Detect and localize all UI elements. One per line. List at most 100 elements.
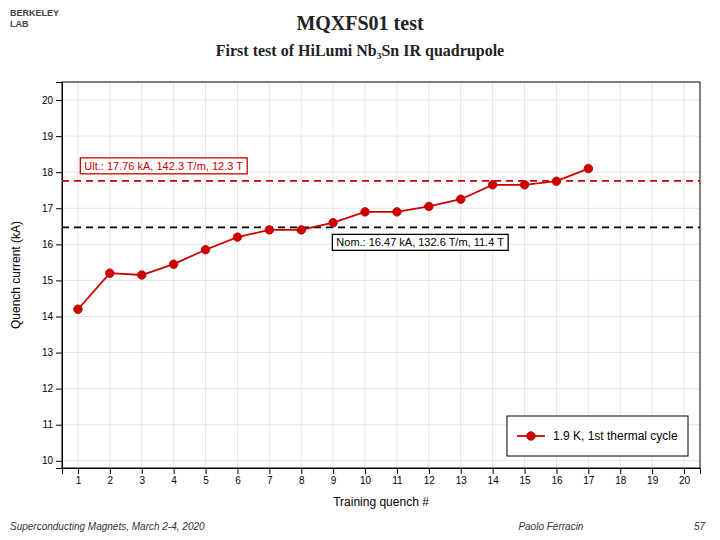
x-tick-label: 1 — [76, 475, 82, 486]
y-tick: 12 — [42, 383, 62, 394]
x-tick: 15 — [519, 468, 531, 486]
x-tick: 16 — [551, 468, 563, 486]
x-tick: 2 — [108, 468, 114, 486]
data-point — [425, 202, 433, 210]
y-tick: 20 — [42, 95, 62, 106]
grid-line-x — [205, 82, 206, 468]
grid-line-x — [524, 82, 525, 468]
data-point — [106, 269, 114, 277]
x-tick-mark — [110, 468, 111, 474]
data-point — [297, 226, 305, 234]
x-tick-label: 13 — [456, 475, 468, 486]
annotation: LAB — [10, 19, 29, 29]
legend: 1.9 K, 1st thermal cycle — [507, 416, 688, 456]
x-tick-mark — [301, 468, 302, 474]
data-point — [329, 218, 337, 226]
data-point — [552, 177, 560, 185]
grid-line-y — [62, 136, 700, 137]
x-tick: 17 — [583, 468, 595, 486]
x-tick-mark — [333, 468, 334, 474]
annotation: 57 — [694, 521, 706, 532]
x-tick-mark — [429, 468, 430, 474]
x-tick: 6 — [235, 468, 241, 486]
grid-line-x — [620, 82, 621, 468]
y-tick: 19 — [42, 131, 62, 142]
legend-item: 1.9 K, 1st thermal cycle — [517, 429, 678, 443]
y-tick: 11 — [43, 419, 62, 430]
y-tick: 10 — [42, 455, 62, 466]
data-point — [233, 233, 241, 241]
grid-line-x — [77, 82, 78, 468]
grid-line-x — [301, 82, 302, 468]
x-tick: 8 — [299, 468, 305, 486]
grid-line-x — [237, 82, 238, 468]
grid-line-x — [588, 82, 589, 468]
reference-label-text: Nom.: 16.47 kA, 132.6 T/m, 11.4 T — [336, 236, 504, 248]
x-tick: 4 — [171, 468, 177, 486]
grid-line-y — [62, 352, 700, 353]
chart: MQXFS01 testFirst test of HiLumi Nb₃Sn I… — [0, 0, 720, 540]
y-tick-mark — [56, 280, 62, 281]
y-tick-label: 12 — [42, 383, 54, 394]
y-tick-mark — [56, 353, 62, 354]
y-tick-mark — [56, 244, 62, 245]
x-tick-label: 18 — [615, 475, 627, 486]
x-tick-label: 6 — [235, 475, 241, 486]
x-tick-mark — [78, 468, 79, 474]
data-point — [520, 181, 528, 189]
y-tick-label: 20 — [42, 95, 54, 106]
x-tick: 18 — [615, 468, 627, 486]
y-tick-label: 16 — [42, 239, 54, 250]
grid-line-x — [652, 82, 653, 468]
title: MQXFS01 test — [296, 12, 424, 34]
y-tick: 14 — [42, 311, 62, 322]
reference-label-text: Ult.: 17.76 kA, 142.3 T/m, 12.3 T — [84, 160, 243, 172]
x-tick: 10 — [360, 468, 372, 486]
x-tick: 9 — [331, 468, 337, 486]
x-tick: 12 — [424, 468, 436, 486]
y-tick-mark — [56, 172, 62, 173]
y-tick: 13 — [42, 347, 62, 358]
grid-line-x — [428, 82, 429, 468]
x-tick: 1 — [76, 468, 82, 486]
reference-label-box — [80, 158, 247, 174]
x-tick-mark — [556, 468, 557, 474]
grid-line-x — [396, 82, 397, 468]
grid-line-x — [684, 82, 685, 468]
reference-label: Ult.: 17.76 kA, 142.3 T/m, 12.3 T — [80, 158, 247, 174]
data-point — [265, 226, 273, 234]
x-tick-label: 4 — [171, 475, 177, 486]
data-point — [361, 208, 369, 216]
annotation: BERKELEY — [10, 8, 59, 18]
x-tick: 14 — [488, 468, 500, 486]
grid-line-x — [556, 82, 557, 468]
x-tick-label: 14 — [488, 475, 500, 486]
x-tick-mark — [397, 468, 398, 474]
y-tick-label: 10 — [42, 455, 54, 466]
x-tick-label: 3 — [139, 475, 145, 486]
y-tick-mark — [56, 316, 62, 317]
grid-line-y — [62, 100, 700, 101]
grid-line-x — [365, 82, 366, 468]
y-axis-title: Quench current (kA) — [9, 221, 23, 329]
data-point — [488, 181, 496, 189]
y-tick: 18 — [42, 167, 62, 178]
x-tick-mark — [142, 468, 143, 474]
annotation: Paolo Ferracin — [518, 521, 583, 532]
x-tick: 20 — [679, 468, 691, 486]
x-tick-mark — [525, 468, 526, 474]
x-tick-label: 15 — [519, 475, 531, 486]
data-point — [138, 271, 146, 279]
x-tick-mark — [620, 468, 621, 474]
x-tick: 3 — [139, 468, 145, 486]
y-tick: 16 — [42, 239, 62, 250]
data-point — [393, 208, 401, 216]
x-tick: 5 — [203, 468, 209, 486]
x-tick-mark — [206, 468, 207, 474]
y-tick-label: 11 — [43, 419, 54, 430]
x-tick-mark — [684, 468, 685, 474]
x-tick: 19 — [647, 468, 659, 486]
data-point — [584, 164, 592, 172]
data-point — [169, 260, 177, 268]
x-tick-label: 16 — [551, 475, 563, 486]
